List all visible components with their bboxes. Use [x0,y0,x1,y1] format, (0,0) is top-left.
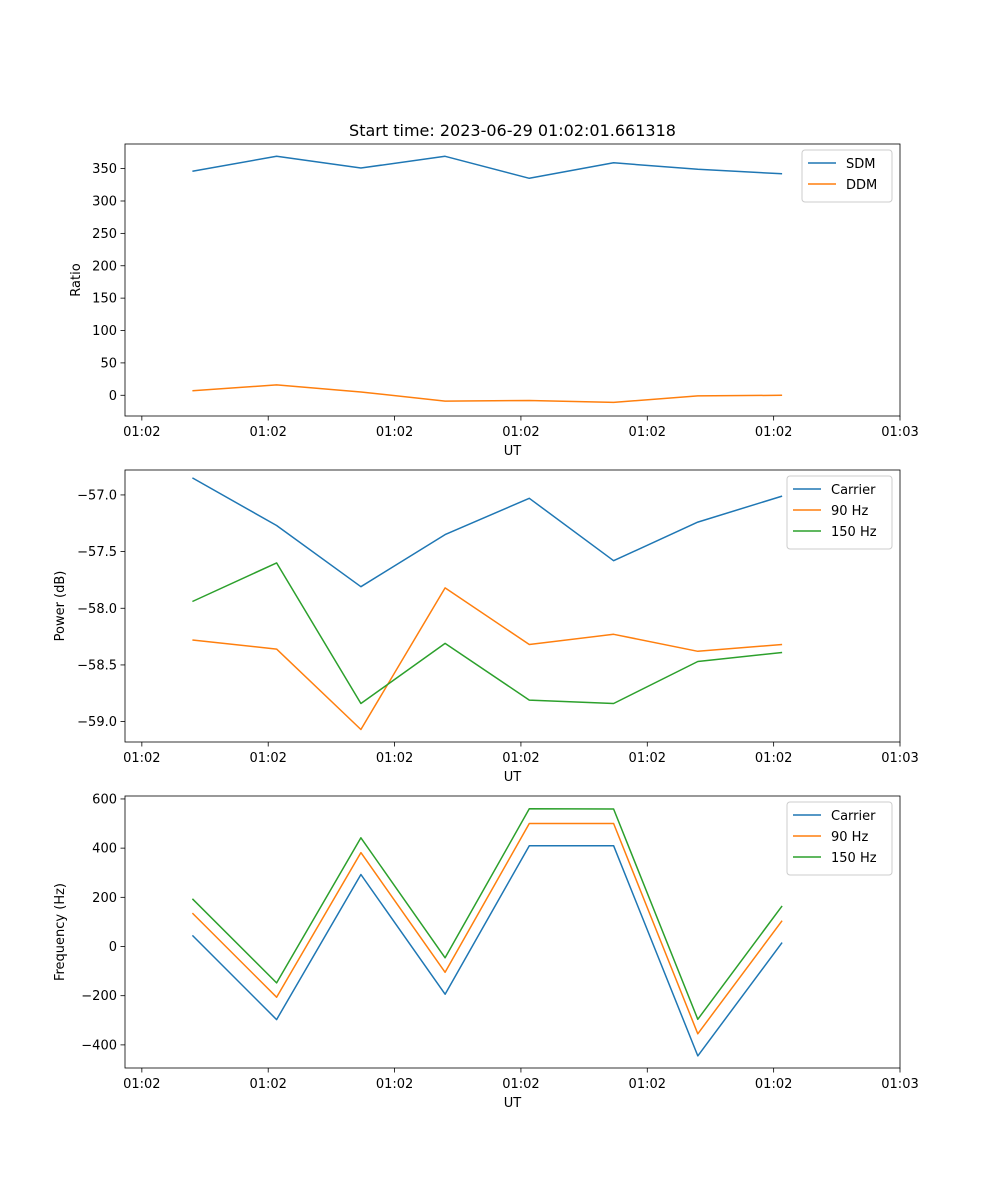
x-tick-label: 01:02 [502,425,539,440]
x-tick-label: 01:02 [755,1077,792,1092]
legend: Carrier 90 Hz 150 Hz [786,475,893,550]
y-tick-label: −57.0 [77,488,117,503]
x-tick-label: 01:02 [629,1077,666,1092]
x-axis-label: UT [504,770,522,785]
x-tick-label: 01:02 [376,1077,413,1092]
subplots: 01:02 01:02 01:02 01:02 01:02 01:02 01:03 0 50 10… [53,143,919,1111]
y-tick-label: 200 [92,891,117,906]
x-tick-label: 01:02 [123,1077,160,1092]
y-tick-label: 350 [92,162,117,177]
x-tick-label: 01:02 [376,751,413,766]
x-tick-label: 01:02 [755,425,792,440]
y-tick-label: 150 [92,292,117,307]
x-tick-label: 01:02 [755,751,792,766]
legend: SDM DDM [801,149,893,203]
x-tick-label: 01:02 [123,425,160,440]
subplot-3: 01:02 01:02 01:02 01:02 01:02 01:02 01:03 −400 −… [53,792,919,1111]
legend-label: DDM [846,178,877,193]
y-axis-label: Power (dB) [53,571,68,642]
y-tick-label: 100 [92,324,117,339]
legend-label: 150 Hz [831,851,877,866]
x-tick-label: 01:03 [881,1077,918,1092]
y-tick-label: −57.5 [77,545,117,560]
series-line-150-hz [192,562,783,705]
y-tick-label: 0 [109,940,117,955]
series-line-90-hz [191,822,783,1035]
legend-label: Carrier [831,483,876,498]
y-tick-label: 300 [92,194,117,209]
axes-frame [124,143,901,417]
x-tick-label: 01:02 [249,751,286,766]
series-line-carrier [192,477,783,588]
x-tick-label: 01:03 [881,425,918,440]
y-axis-label: Ratio [69,263,84,296]
y-tick-label: 50 [100,356,117,371]
series-line-90-hz [192,587,783,731]
x-tick-label: 01:02 [249,425,286,440]
x-tick-label: 01:02 [376,425,413,440]
x-tick-label: 01:02 [123,751,160,766]
series-line-carrier [191,844,783,1057]
y-tick-label: 400 [92,842,117,857]
x-tick-label: 01:02 [629,425,666,440]
legend-label: Carrier [831,809,876,824]
x-tick-label: 01:02 [502,751,539,766]
y-tick-label: −400 [81,1038,117,1053]
x-tick-label: 01:02 [249,1077,286,1092]
y-tick-label: −59.0 [77,715,117,730]
x-axis-label: UT [504,1096,522,1111]
legend-label: 90 Hz [831,504,868,519]
axes-frame [124,469,901,743]
y-tick-label: 250 [92,227,117,242]
legend: Carrier 90 Hz 150 Hz [786,801,893,876]
y-tick-label: 200 [92,259,117,274]
series-line-sdm [192,155,783,180]
subplot-2: 01:02 01:02 01:02 01:02 01:02 01:02 01:03 −59.0… [53,469,919,785]
x-tick-label: 01:02 [629,751,666,766]
y-axis-label: Frequency (Hz) [53,883,68,981]
y-tick-label: 0 [109,389,117,404]
legend-label: 90 Hz [831,830,868,845]
legend-label: 150 Hz [831,525,877,540]
subplot-1: 01:02 01:02 01:02 01:02 01:02 01:02 01:03 0 50 10… [69,143,919,459]
series-line-150-hz [191,808,783,1021]
y-tick-label: 600 [92,792,117,807]
y-tick-label: −200 [81,989,117,1004]
x-tick-label: 01:03 [881,751,918,766]
axes-frame [124,795,901,1069]
x-axis-label: UT [504,444,522,459]
series-line-ddm [192,384,783,404]
figure-title: Start time: 2023-06-29 01:02:01.661318 [349,121,676,140]
x-tick-label: 01:02 [502,1077,539,1092]
y-tick-label: −58.5 [77,658,117,673]
y-tick-label: −58.0 [77,602,117,617]
legend-label: SDM [846,157,875,172]
